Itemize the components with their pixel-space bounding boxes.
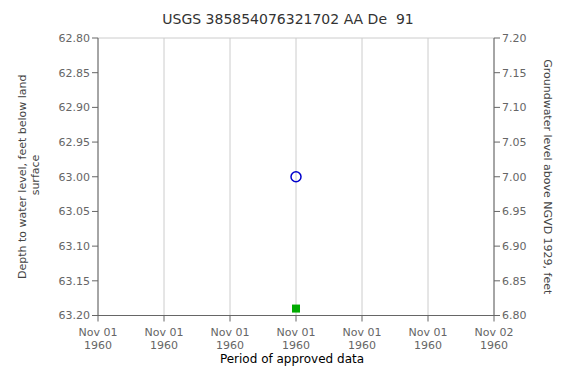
svg-text:63.05: 63.05 <box>59 205 91 218</box>
svg-text:6.90: 6.90 <box>502 240 527 253</box>
html-text:USGS 385854076321702 AA De 91: USGS 385854076321702 AA De 91 <box>162 11 414 27</box>
svg-text:7.20: 7.20 <box>502 32 527 45</box>
svg-text:62.90: 62.90 <box>59 101 91 114</box>
svg-text:Nov 011960: Nov 011960 <box>343 326 382 352</box>
svg-text:7.00: 7.00 <box>502 171 527 184</box>
svg-text:Nov 011960: Nov 011960 <box>79 326 118 352</box>
svg-text:Nov 011960: Nov 011960 <box>211 326 250 352</box>
svg-text:Groundwater level above NGVD 1: Groundwater level above NGVD 1929, feet <box>541 59 554 295</box>
svg-text:Depth to water level, feet bel: Depth to water level, feet below land su… <box>16 74 42 279</box>
svg-text:6.80: 6.80 <box>502 309 527 322</box>
svg-text:7.15: 7.15 <box>502 67 527 80</box>
svg-text:6.85: 6.85 <box>502 275 527 288</box>
svg-text:Nov 011960: Nov 011960 <box>277 326 316 352</box>
svg-text:62.95: 62.95 <box>59 136 91 149</box>
svg-text:Nov 011960: Nov 011960 <box>409 326 448 352</box>
svg-text:Nov 021960: Nov 021960 <box>475 326 514 352</box>
svg-text:63.00: 63.00 <box>59 171 91 184</box>
svg-text:63.10: 63.10 <box>59 240 91 253</box>
svg-text:62.80: 62.80 <box>59 32 91 45</box>
svg-text:7.10: 7.10 <box>502 101 527 114</box>
svg-text:63.20: 63.20 <box>59 309 91 322</box>
html-text:Period of approved data: Period of approved data <box>219 351 365 366</box>
svg-text:Nov 011960: Nov 011960 <box>145 326 184 352</box>
svg-text:63.15: 63.15 <box>59 275 91 288</box>
svg-text:62.85: 62.85 <box>59 67 91 80</box>
svg-text:6.95: 6.95 <box>502 205 527 218</box>
svg-text:7.05: 7.05 <box>502 136 527 149</box>
